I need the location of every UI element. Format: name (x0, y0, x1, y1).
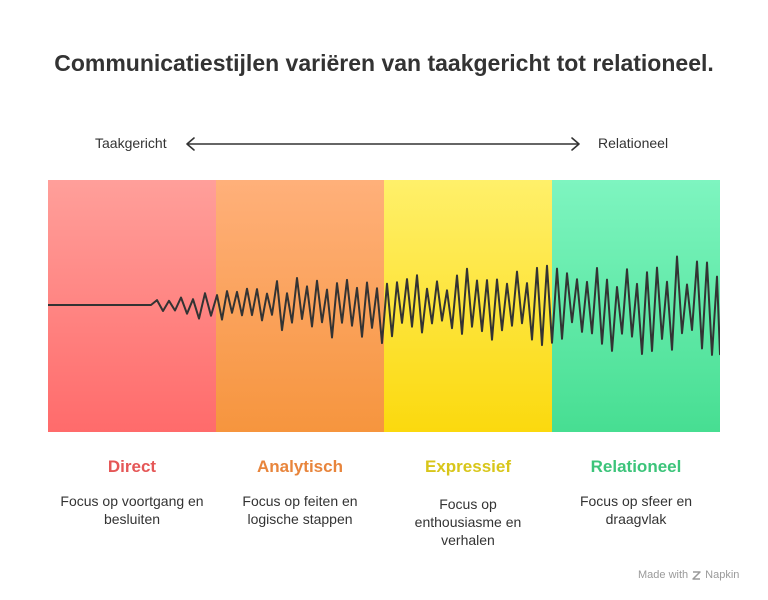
page-title: Communicatiestijlen variëren van taakger… (54, 50, 714, 76)
credit-text: Made with (638, 569, 689, 581)
waveform-icon (48, 255, 720, 356)
style-title-direct: Direct (107, 457, 157, 476)
style-description-direct: Focus op voortgang en besluiten (60, 493, 204, 527)
style-title-expressief: Expressief (425, 457, 511, 476)
credit-brand: Napkin (705, 569, 740, 581)
style-description-analytisch: Focus op feiten en logische stappen (242, 493, 358, 527)
axis-right-label: Relationeel (598, 135, 669, 151)
credit: Made with Napkin (638, 569, 739, 581)
axis-left-label: Taakgericht (95, 135, 167, 151)
style-title-relationeel: Relationeel (590, 457, 682, 476)
double-arrow-icon (186, 137, 580, 151)
napkin-logo-icon (692, 570, 701, 580)
style-description-relationeel: Focus op sfeer en draagvlak (579, 493, 693, 527)
style-description-expressief: Focus op enthousiasme en verhalen (414, 496, 522, 548)
style-title-analytisch: Analytisch (257, 457, 343, 476)
